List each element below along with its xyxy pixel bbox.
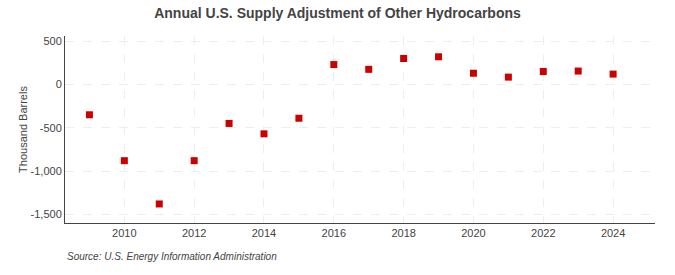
svg-text:500: 500 xyxy=(43,35,61,47)
svg-text:2022: 2022 xyxy=(531,227,555,239)
svg-text:-1,500: -1,500 xyxy=(31,208,62,220)
svg-text:-1,000: -1,000 xyxy=(31,165,62,177)
svg-text:2014: 2014 xyxy=(252,227,276,239)
svg-text:2018: 2018 xyxy=(391,227,415,239)
svg-text:Annual U.S. Supply Adjustment: Annual U.S. Supply Adjustment of Other H… xyxy=(154,5,521,21)
svg-text:2010: 2010 xyxy=(112,227,136,239)
svg-text:Thousand Barrels: Thousand Barrels xyxy=(17,86,29,173)
svg-text:-500: -500 xyxy=(40,122,62,134)
svg-text:2016: 2016 xyxy=(322,227,346,239)
svg-text:2020: 2020 xyxy=(461,227,485,239)
svg-text:2024: 2024 xyxy=(601,227,625,239)
svg-text:0: 0 xyxy=(56,78,62,90)
svg-text:2012: 2012 xyxy=(182,227,206,239)
svg-text:Source: U.S. Energy Informatio: Source: U.S. Energy Information Administ… xyxy=(67,251,277,262)
